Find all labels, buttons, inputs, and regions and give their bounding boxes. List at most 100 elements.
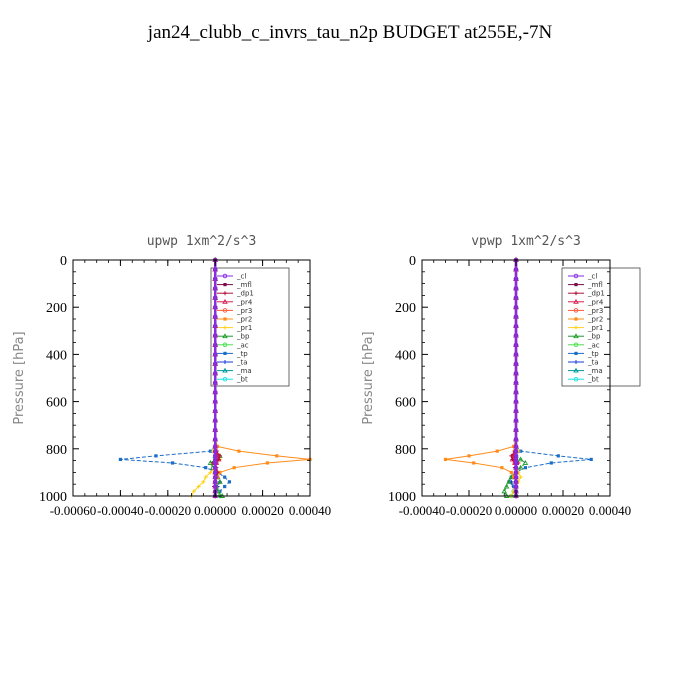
x-tick-label: -0.00040 (97, 503, 144, 518)
y-tick-label: 200 (46, 301, 67, 316)
data-point (212, 399, 218, 404)
data-point (512, 484, 516, 489)
data-point (513, 479, 519, 485)
legend-marker (573, 298, 579, 304)
y-tick-label: 800 (46, 443, 67, 458)
data-point (513, 408, 519, 414)
data-point (506, 478, 512, 484)
data-point (513, 380, 519, 385)
series-pr2 (443, 258, 518, 498)
data-point (495, 449, 499, 453)
data-point (191, 489, 196, 494)
legend-marker (222, 308, 228, 313)
data-point (212, 444, 218, 449)
data-point (212, 408, 218, 414)
data-point (212, 314, 218, 319)
data-point (518, 475, 523, 480)
data-point (217, 478, 223, 484)
data-point (212, 342, 218, 348)
legend-label: _pr4 (236, 298, 253, 306)
data-point (513, 399, 519, 404)
data-point (218, 489, 222, 493)
y-tick-label: 1000 (388, 490, 416, 505)
data-point (513, 371, 519, 376)
data-point (517, 456, 524, 462)
data-point (513, 342, 519, 348)
y-tick-label: 0 (409, 254, 416, 269)
data-point (517, 464, 524, 470)
data-point (513, 295, 519, 301)
legend-label: _bp (236, 333, 250, 341)
y-tick-label: 1000 (39, 490, 67, 505)
y-tick-label: 400 (395, 348, 416, 363)
data-point (467, 454, 471, 458)
x-tick-label: 0.00040 (589, 503, 631, 518)
data-point (118, 457, 122, 462)
panel-title: upwp 1xm^2/s^3 (147, 234, 257, 249)
x-tick-label: 0.00020 (241, 503, 283, 518)
data-point (523, 466, 527, 470)
legend-label: _tp (236, 350, 248, 358)
data-point (212, 323, 218, 329)
data-point (208, 449, 213, 453)
data-point (212, 361, 218, 367)
legend-marker (573, 308, 579, 313)
data-point (212, 465, 218, 470)
data-point (204, 466, 208, 470)
data-point (513, 465, 519, 470)
data-point (513, 267, 519, 272)
x-tick-label: 0.00040 (289, 503, 331, 518)
data-point (212, 304, 218, 310)
legend-marker (223, 325, 227, 330)
series-line (445, 260, 517, 496)
data-point (212, 470, 218, 475)
legend-box (210, 267, 290, 387)
data-point (513, 448, 519, 454)
legend-label: _mfl (587, 281, 603, 289)
data-point (154, 454, 158, 458)
data-point (512, 475, 516, 479)
legend-marker (574, 291, 578, 296)
legend-label: _ta (587, 359, 599, 367)
data-point (212, 437, 218, 442)
legend-marker (573, 367, 579, 373)
y-tick-label: 600 (46, 396, 67, 411)
legend-marker (223, 283, 227, 287)
legend-label: _pr2 (236, 316, 252, 324)
legend-marker (573, 333, 579, 339)
legend-marker (222, 333, 228, 339)
legend-label: _cl (587, 273, 597, 281)
data-point (237, 449, 241, 453)
data-point (265, 461, 269, 465)
data-point (232, 466, 236, 470)
data-point (217, 453, 222, 458)
data-point (212, 460, 218, 466)
data-point (212, 448, 218, 454)
x-tick-label: 0.00020 (542, 503, 584, 518)
data-point (212, 267, 218, 272)
legend-label: _pr2 (587, 316, 603, 324)
data-point (513, 444, 519, 449)
data-point (212, 389, 218, 395)
legend-marker (222, 342, 228, 348)
data-point (509, 453, 514, 458)
legend-marker (223, 360, 227, 364)
legend-marker (573, 376, 579, 382)
data-point (556, 454, 560, 458)
legend-label: _dp1 (236, 290, 254, 298)
legend-marker (223, 291, 227, 296)
data-point (513, 314, 519, 319)
data-point (212, 474, 218, 480)
data-point (275, 454, 279, 458)
legend-label: _bt (587, 376, 599, 384)
panel-title: vpwp 1xm^2/s^3 (471, 234, 581, 249)
data-point (212, 418, 218, 423)
data-point (513, 437, 519, 442)
y-axis-label: Pressure [hPa] (12, 331, 27, 424)
y-axis-label: Pressure [hPa] (361, 331, 376, 424)
y-tick-label: 800 (395, 443, 416, 458)
data-point (472, 461, 476, 465)
x-tick-label: -0.00060 (50, 503, 97, 518)
series-cl (513, 257, 519, 499)
y-tick-label: 0 (60, 254, 67, 269)
